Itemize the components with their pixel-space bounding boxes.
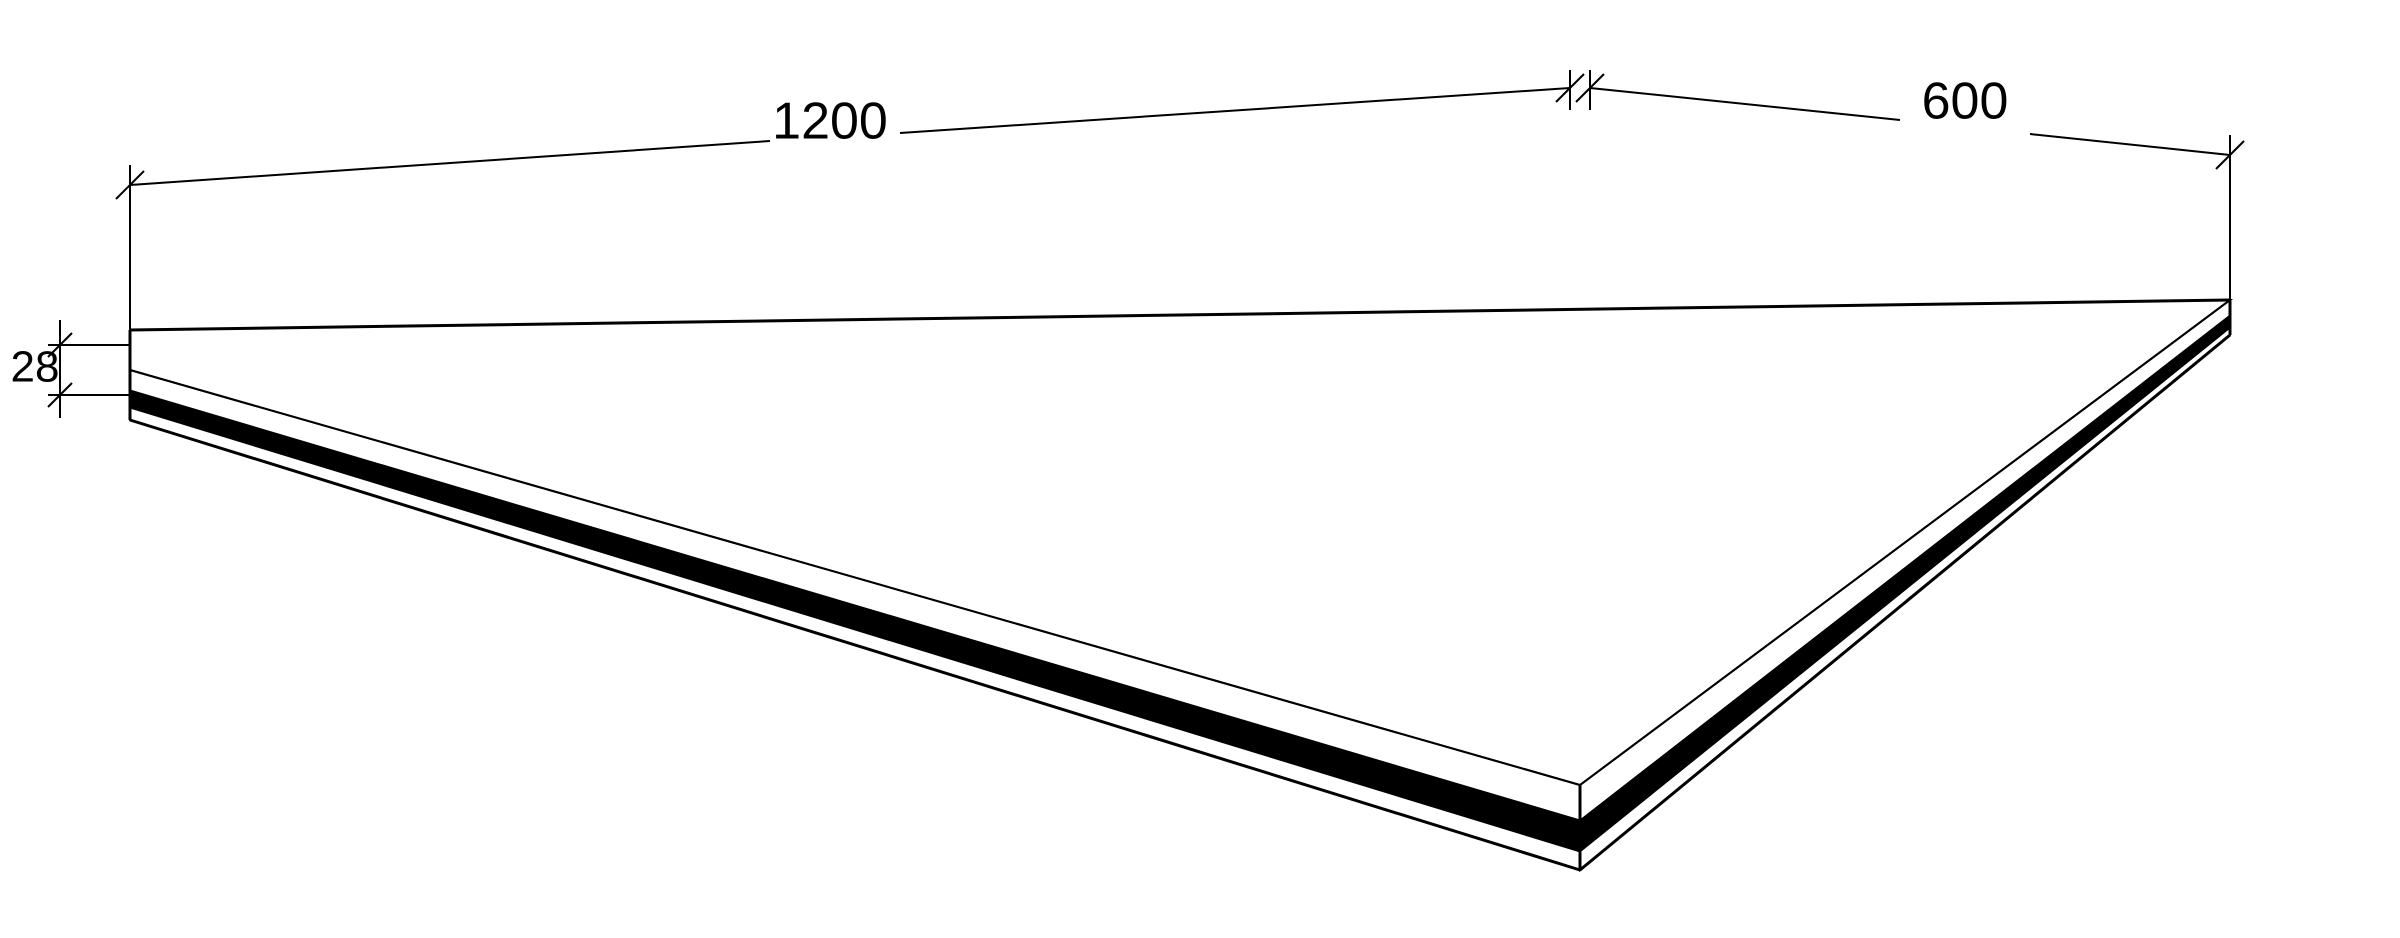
dimension-length-label: 1200 [772,93,888,151]
edge-front-bottom [130,420,1580,870]
bullnose-front [130,390,1580,852]
dimension-drawing: 1200 600 28 [0,0,2400,938]
dimension-length: 1200 [116,70,1584,330]
dimension-thickness-label: 28 [11,343,60,392]
edge-back [130,300,2230,330]
edge-right-bottom [1580,335,2230,870]
dimension-depth: 600 [1576,70,2244,300]
dimension-thickness: 28 [11,320,130,418]
dimension-depth-label: 600 [1922,73,2009,131]
bullnose-right [1580,315,2230,852]
